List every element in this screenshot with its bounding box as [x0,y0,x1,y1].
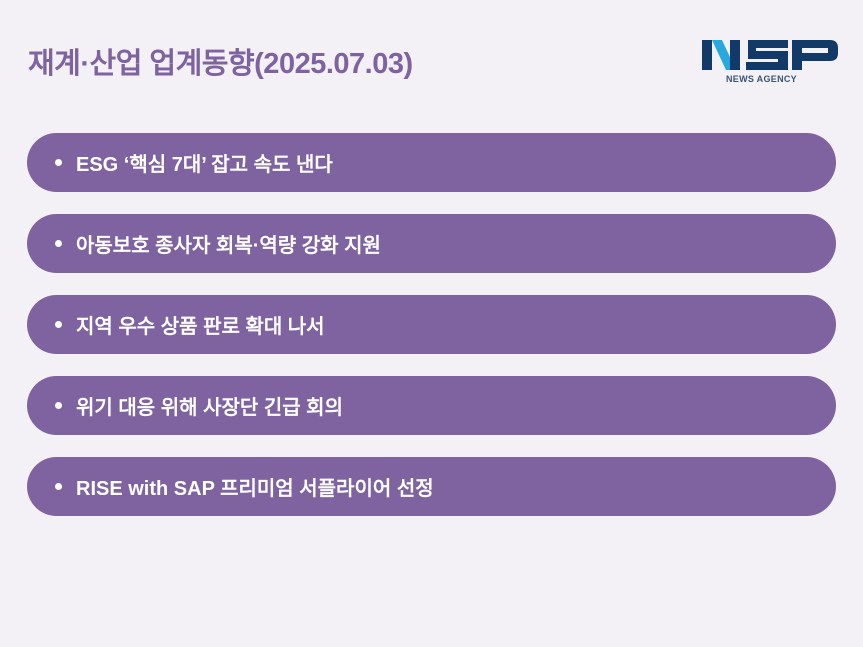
bullet-icon [55,402,62,409]
news-item[interactable]: 지역 우수 상품 판로 확대 나서 [27,295,836,354]
news-item-label: ESG ‘핵심 7대’ 잡고 속도 낸다 [76,154,333,176]
nsp-logo: NEWS AGENCY [700,38,840,88]
bullet-icon [55,321,62,328]
logo-tagline: NEWS AGENCY [726,74,797,84]
news-item-label: 아동보호 종사자 회복·역량 강화 지원 [76,235,381,257]
bullet-icon [55,483,62,490]
news-item[interactable]: ESG ‘핵심 7대’ 잡고 속도 낸다 [27,133,836,192]
news-item-label: 지역 우수 상품 판로 확대 나서 [76,316,325,338]
bullet-icon [55,159,62,166]
news-item[interactable]: 위기 대응 위해 사장단 긴급 회의 [27,376,836,435]
page-title: 재계·산업 업계동향(2025.07.03) [28,48,413,80]
nsp-logo-mark [702,40,838,70]
news-item[interactable]: 아동보호 종사자 회복·역량 강화 지원 [27,214,836,273]
news-item-label: RISE with SAP 프리미엄 서플라이어 선정 [76,478,434,500]
news-item-label: 위기 대응 위해 사장단 긴급 회의 [76,397,343,419]
news-item[interactable]: RISE with SAP 프리미엄 서플라이어 선정 [27,457,836,516]
bullet-icon [55,240,62,247]
